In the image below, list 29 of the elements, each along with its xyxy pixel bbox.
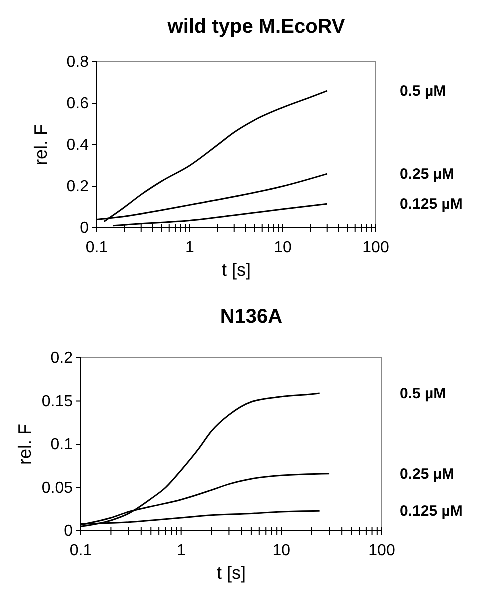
chart-title: N136A	[220, 306, 283, 328]
x-tick-label: 100	[368, 542, 396, 560]
x-tick-label: 1	[176, 542, 186, 560]
y-tick-label: 0.2	[50, 350, 74, 368]
y-tick-label: 0.2	[66, 178, 90, 196]
x-axis-title: t [s]	[222, 260, 252, 280]
y-tick-label: 0	[64, 523, 74, 540]
text: 0.25 µM	[400, 166, 454, 184]
y-tick-label: 0.6	[66, 96, 90, 113]
y-tick-label: 0	[80, 220, 90, 238]
y-tick-label: 0.4	[66, 137, 90, 154]
x-tick-label: 10	[272, 542, 291, 560]
y-tick-label: 0.05	[42, 480, 74, 497]
y-axis-title: rel. F	[15, 424, 35, 466]
y-tick-label: 0.1	[50, 436, 74, 454]
x-tick-label: 100	[362, 240, 390, 257]
y-axis-title: rel. F	[31, 124, 51, 166]
text: 0.125 µM	[400, 503, 463, 520]
chart-title: wild type M.EcoRV	[166, 16, 346, 38]
x-tick-label: 10	[274, 240, 292, 257]
text: 0.5 µM	[400, 83, 446, 100]
y-tick-label: 0.8	[66, 54, 90, 72]
x-axis-title: t [s]	[216, 563, 246, 583]
text: 0.125 µM	[400, 196, 463, 214]
text: 0.5 µM	[400, 385, 446, 402]
text: 0.25 µM	[400, 466, 454, 483]
x-tick-label: 0.1	[86, 240, 108, 257]
y-tick-label: 0.15	[42, 393, 74, 410]
x-tick-label: 1	[186, 240, 195, 257]
